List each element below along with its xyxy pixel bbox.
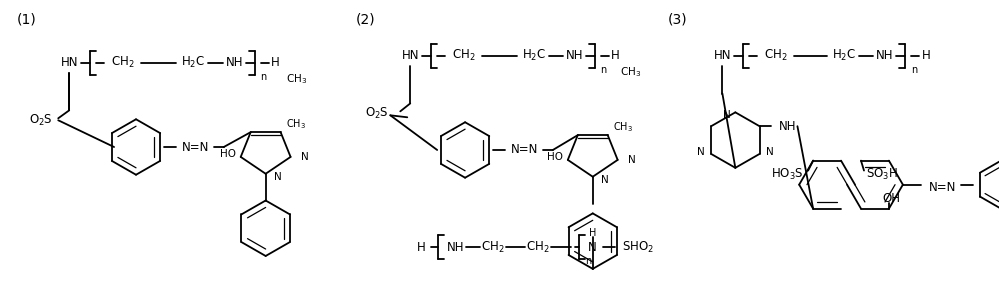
Text: n: n [261, 72, 267, 82]
Text: H$_2$C: H$_2$C [522, 48, 546, 63]
Text: N=N: N=N [511, 144, 539, 157]
Text: H: H [271, 56, 280, 69]
Text: HN: HN [402, 49, 419, 62]
Text: CH$_3$: CH$_3$ [620, 65, 641, 79]
Text: H: H [589, 228, 596, 238]
Text: O$_2$S: O$_2$S [365, 106, 389, 121]
Text: (3): (3) [668, 12, 687, 26]
Text: HO$_3$S: HO$_3$S [771, 167, 803, 182]
Text: H: H [417, 241, 426, 254]
Text: HO: HO [547, 152, 563, 162]
Text: CH$_3$: CH$_3$ [286, 117, 306, 131]
Text: N: N [766, 147, 773, 157]
Text: N: N [723, 110, 731, 120]
Text: H: H [921, 49, 930, 62]
Text: n: n [911, 65, 917, 75]
Text: n: n [585, 256, 591, 266]
Text: O$_2$S: O$_2$S [29, 113, 53, 128]
Text: N: N [601, 175, 608, 185]
Text: CH$_2$: CH$_2$ [764, 48, 788, 63]
Text: (1): (1) [16, 12, 36, 26]
Text: H$_2$C: H$_2$C [181, 55, 205, 70]
Text: N=N: N=N [929, 181, 956, 194]
Text: H: H [611, 49, 620, 62]
Text: HO: HO [220, 149, 236, 159]
Text: NH: NH [779, 120, 796, 133]
Text: N: N [628, 155, 635, 165]
Text: H$_2$C: H$_2$C [832, 48, 856, 63]
Text: N=N: N=N [182, 141, 210, 154]
Text: CH$_3$: CH$_3$ [613, 120, 633, 134]
Text: SHO$_2$: SHO$_2$ [622, 239, 654, 255]
Text: NH: NH [566, 49, 584, 62]
Text: CH$_2$: CH$_2$ [111, 55, 135, 70]
Text: NH: NH [226, 56, 243, 69]
Text: CH$_2$: CH$_2$ [526, 239, 550, 255]
Text: NH: NH [446, 241, 464, 254]
Text: HN: HN [60, 56, 78, 69]
Text: CH$_2$: CH$_2$ [481, 239, 505, 255]
Text: N: N [274, 172, 281, 182]
Text: NH: NH [876, 49, 894, 62]
Text: SO$_3$H: SO$_3$H [866, 167, 898, 182]
Text: (2): (2) [355, 12, 375, 26]
Text: HN: HN [714, 49, 731, 62]
Text: CH$_2$: CH$_2$ [452, 48, 476, 63]
Text: N: N [697, 147, 705, 157]
Text: OH: OH [882, 192, 900, 205]
Text: CH$_3$: CH$_3$ [286, 72, 307, 86]
Text: n: n [601, 65, 607, 75]
Text: N: N [301, 152, 308, 162]
Text: N: N [588, 241, 597, 254]
